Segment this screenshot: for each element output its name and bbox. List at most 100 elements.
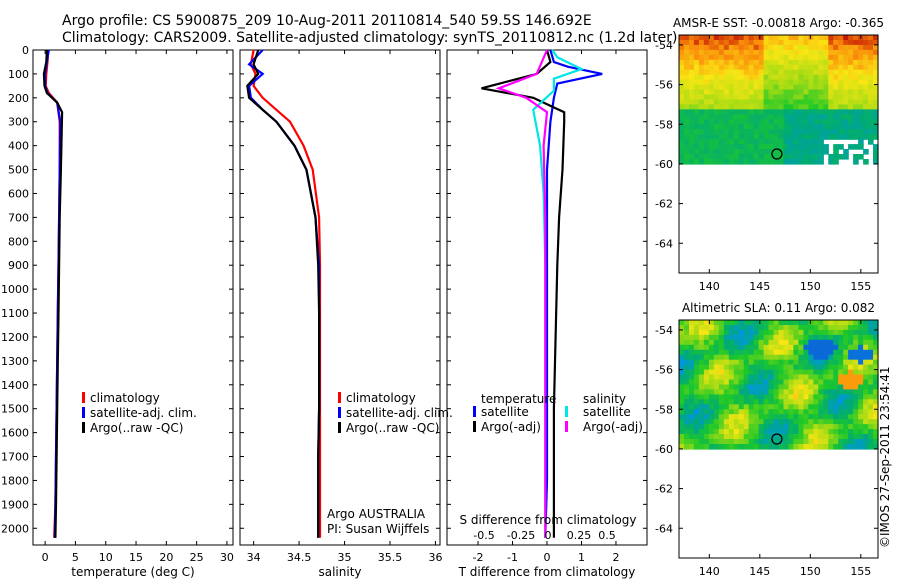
map-cell bbox=[738, 359, 745, 366]
map-cell bbox=[723, 69, 730, 76]
map-cell bbox=[768, 374, 775, 381]
map-cell bbox=[873, 414, 879, 420]
map-cell bbox=[748, 339, 755, 346]
map-cell bbox=[833, 344, 839, 351]
map-cell bbox=[853, 79, 859, 86]
map-cell bbox=[848, 49, 854, 56]
map-cell bbox=[703, 439, 710, 445]
map-cell bbox=[693, 54, 700, 61]
header-title-line2: Climatology: CARS2009. Satellite-adjuste… bbox=[62, 30, 678, 46]
map-cell bbox=[718, 144, 725, 150]
map-cell bbox=[693, 404, 700, 410]
map-cell bbox=[728, 119, 735, 125]
map-cell bbox=[748, 429, 755, 435]
map-cell bbox=[689, 394, 695, 400]
map-cell bbox=[708, 159, 715, 165]
map-cell bbox=[848, 84, 854, 91]
map-cell bbox=[723, 320, 730, 326]
map-cell bbox=[689, 404, 695, 410]
map-cell bbox=[818, 84, 824, 91]
map-cell bbox=[718, 329, 725, 336]
map-cell bbox=[823, 99, 829, 106]
map-cell bbox=[743, 119, 750, 125]
map-cell bbox=[868, 374, 874, 381]
map-cell bbox=[713, 44, 720, 51]
map-cell bbox=[838, 320, 844, 326]
map-cell bbox=[863, 329, 869, 336]
map-cell bbox=[773, 35, 780, 41]
map-cell bbox=[679, 419, 685, 425]
map-cell bbox=[798, 329, 804, 336]
map-cell bbox=[823, 44, 829, 51]
map-cell bbox=[848, 419, 854, 425]
map-cell bbox=[858, 364, 864, 371]
map-cell bbox=[823, 344, 829, 351]
map-cell bbox=[684, 109, 690, 115]
header-title-line1: Argo profile: CS 5900875_209 10-Aug-2011… bbox=[62, 13, 592, 29]
map-cell bbox=[679, 359, 685, 366]
map-cell bbox=[763, 349, 770, 356]
map-cell bbox=[838, 49, 844, 56]
map-cell bbox=[748, 119, 755, 125]
map-cell bbox=[838, 114, 844, 120]
map-cell bbox=[698, 129, 705, 135]
map-y-tick-label: -58 bbox=[655, 403, 673, 416]
map-cell bbox=[758, 389, 765, 395]
map-cell bbox=[753, 320, 760, 326]
map-cell bbox=[783, 104, 790, 110]
map-cell bbox=[813, 429, 819, 435]
map-cell bbox=[763, 35, 770, 41]
map-cell bbox=[808, 325, 814, 331]
map-cell bbox=[684, 399, 690, 405]
map-cell bbox=[813, 109, 819, 115]
map-cell bbox=[753, 49, 760, 56]
map-cell bbox=[763, 64, 770, 71]
map-cell bbox=[803, 154, 809, 160]
map-cell bbox=[723, 394, 730, 400]
map-cell bbox=[753, 44, 760, 51]
map-cell bbox=[853, 414, 859, 420]
map-cell bbox=[738, 79, 745, 86]
map-cell bbox=[743, 74, 750, 81]
map-cell bbox=[684, 439, 690, 445]
map-cell bbox=[853, 320, 859, 326]
map-cell bbox=[758, 364, 765, 371]
map-cell bbox=[858, 389, 864, 395]
map-cell bbox=[783, 429, 790, 435]
map-cell bbox=[708, 54, 715, 61]
map-cell bbox=[838, 134, 844, 140]
map-cell bbox=[733, 414, 740, 420]
map-cell bbox=[753, 334, 760, 341]
map-cell bbox=[788, 434, 795, 440]
series-line-satellite bbox=[247, 49, 321, 538]
map-cell bbox=[748, 439, 755, 445]
map-cell bbox=[698, 394, 705, 400]
map-y-tick-label: -62 bbox=[655, 198, 673, 211]
map-cell bbox=[828, 339, 834, 346]
map-cell bbox=[698, 444, 705, 450]
map-cell bbox=[858, 414, 864, 420]
map-cell bbox=[748, 379, 755, 386]
map-cell bbox=[828, 439, 834, 445]
map-cell bbox=[853, 89, 859, 96]
map-cell bbox=[838, 89, 844, 96]
map-cell bbox=[703, 374, 710, 381]
map-cell bbox=[773, 325, 780, 331]
map-cell bbox=[753, 344, 760, 351]
map-cell bbox=[843, 344, 849, 351]
legend-label: climatology bbox=[90, 391, 160, 405]
map-cell bbox=[858, 424, 864, 430]
map-cell bbox=[773, 344, 780, 351]
map-cell bbox=[848, 64, 854, 71]
map-cell bbox=[848, 354, 854, 361]
map-cell bbox=[703, 84, 710, 91]
map-cell bbox=[788, 414, 795, 420]
map-cell bbox=[793, 434, 799, 440]
map-cell bbox=[838, 339, 844, 346]
map-cell bbox=[843, 444, 849, 450]
map-cell bbox=[753, 114, 760, 120]
x-tick-label: 1 bbox=[578, 551, 585, 564]
map-cell bbox=[858, 349, 864, 356]
map-cell bbox=[768, 359, 775, 366]
map-cell bbox=[818, 329, 824, 336]
